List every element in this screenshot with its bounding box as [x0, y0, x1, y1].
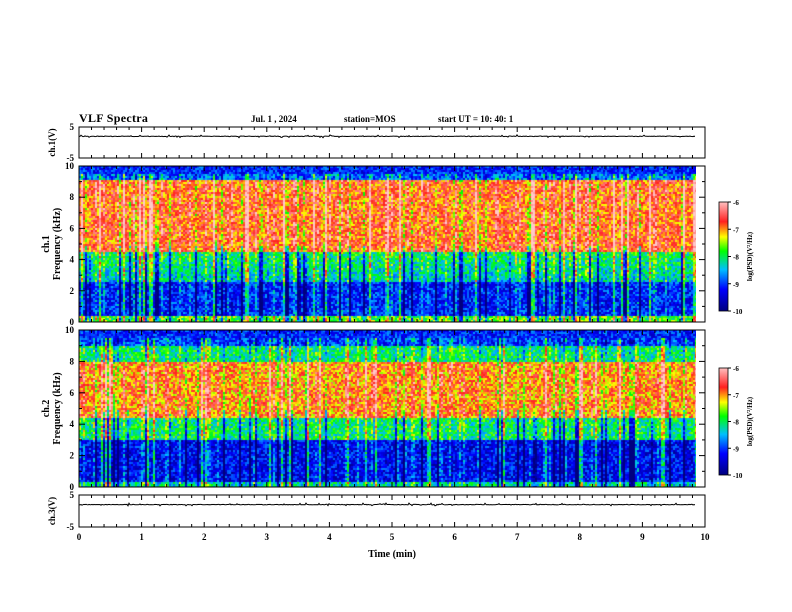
ch1-waveform-ytick-label: 5 [70, 122, 75, 132]
time-tick-label: 9 [640, 532, 645, 542]
ch2-spectrogram-ytick-label: 0 [70, 482, 75, 492]
ch2-spectrogram-ytick-label: 10 [65, 325, 75, 335]
ch1-spectrogram-image [79, 166, 696, 322]
ch1-spectrogram-colorbar [718, 201, 729, 312]
ch1-spectrogram-ytick-label: 0 [70, 317, 75, 327]
ch2-spectrogram-ylabel-line: Frequency (kHz) [52, 372, 63, 444]
ch2-spectrogram-ytick-label: 6 [70, 388, 75, 398]
ch1-spectrogram-ytick-label: 4 [70, 255, 75, 265]
ch2-spectrogram-ytick-label: 4 [70, 419, 75, 429]
ch1-spectrogram-colorbar-tick-label: -6 [733, 199, 739, 207]
ch3-waveform-trace [78, 502, 696, 507]
ch3-waveform-ytick-label: -5 [67, 522, 75, 532]
time-tick-label: 7 [515, 532, 520, 542]
ch1-spectrogram-ytick-label: 6 [70, 223, 75, 233]
ch2-spectrogram-colorbar-tick-label: -8 [733, 419, 739, 427]
time-tick-label: 0 [77, 532, 82, 542]
ch1-spectrogram-colorbar-tick-label: -8 [733, 254, 739, 262]
ch1-waveform-ylabel: ch.1(V) [47, 128, 57, 156]
ch2-spectrogram-ytick-label: 2 [70, 451, 75, 461]
ch2-spectrogram-colorbar-tick-label: -9 [733, 445, 739, 453]
ch2-spectrogram-colorbar [718, 367, 729, 476]
ch1-spectrogram-ytick-label: 8 [70, 192, 75, 202]
time-axis-label: Time (min) [368, 549, 416, 560]
ch3-waveform-ylabel: ch.3(V) [47, 497, 57, 525]
ch1-spectrogram-colorbar-label: log(PSD)(V²/Hz) [746, 231, 754, 281]
ch1-spectrogram-colorbar-tick-label: -9 [733, 281, 739, 289]
station-label: station=MOS [344, 114, 396, 124]
ch1-spectrogram-ylabel-line: Frequency (kHz) [52, 208, 63, 280]
time-tick-label: 10 [701, 532, 711, 542]
time-tick-label: 5 [390, 532, 395, 542]
date-label: Jul. 1 , 2024 [251, 114, 297, 124]
time-tick-label: 4 [327, 532, 332, 542]
figure-title: VLF Spectra [79, 111, 149, 125]
ch1-waveform-ytick-label: -5 [67, 153, 75, 163]
ch2-spectrogram-ytick-label: 8 [70, 356, 75, 366]
ch1-spectrogram-ytick-label: 2 [70, 286, 75, 296]
ch1-spectrogram-ylabel-line: ch.1 [41, 235, 52, 253]
time-tick-label: 2 [202, 532, 207, 542]
time-tick-label: 8 [578, 532, 583, 542]
ch2-spectrogram-colorbar-tick-label: -6 [733, 365, 739, 373]
ch2-spectrogram-ylabel-line: ch.2 [41, 400, 52, 418]
time-tick-label: 1 [139, 532, 144, 542]
ch1-spectrogram-ytick-label: 10 [65, 161, 75, 171]
ch1-spectrogram-colorbar-tick-label: -7 [733, 226, 739, 234]
time-tick-label: 6 [452, 532, 457, 542]
ch1-waveform-trace [78, 134, 696, 139]
time-tick-label: 3 [265, 532, 270, 542]
start-time-label: start UT = 10: 40: 1 [438, 114, 514, 124]
ch2-spectrogram-colorbar-label: log(PSD)(V²/Hz) [746, 396, 754, 446]
ch2-spectrogram-colorbar-tick-label: -10 [733, 472, 743, 480]
ch2-spectrogram-image [79, 330, 696, 487]
ch3-waveform-ytick-label: 5 [70, 490, 75, 500]
ch2-spectrogram-colorbar-tick-label: -7 [733, 392, 739, 400]
ch1-spectrogram-colorbar-tick-label: -10 [733, 308, 743, 316]
